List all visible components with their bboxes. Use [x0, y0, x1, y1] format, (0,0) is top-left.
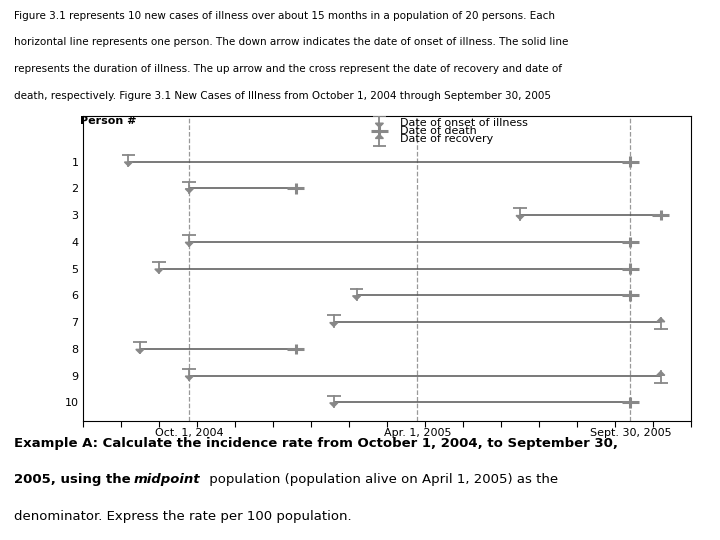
Polygon shape — [657, 318, 665, 322]
Text: represents the duration of illness. The up arrow and the cross represent the dat: represents the duration of illness. The … — [14, 64, 562, 74]
Text: population (population alive on April 1, 2005) as the: population (population alive on April 1,… — [205, 473, 558, 486]
Polygon shape — [125, 162, 132, 166]
Text: Oct. 1, 2004: Oct. 1, 2004 — [155, 428, 224, 438]
Text: midpoint: midpoint — [133, 473, 200, 486]
Polygon shape — [516, 215, 524, 220]
Text: Apr. 1, 2005: Apr. 1, 2005 — [384, 428, 451, 438]
Text: Date of recovery: Date of recovery — [400, 134, 493, 144]
Text: 2005, using the: 2005, using the — [14, 473, 135, 486]
Text: denominator. Express the rate per 100 population.: denominator. Express the rate per 100 po… — [14, 510, 352, 523]
Text: Sept. 30, 2005: Sept. 30, 2005 — [590, 428, 671, 438]
Polygon shape — [136, 349, 144, 353]
Polygon shape — [657, 372, 665, 375]
Text: Example A: Calculate the incidence rate from October 1, 2004, to September 30,: Example A: Calculate the incidence rate … — [14, 437, 618, 450]
Text: Person #: Person # — [80, 116, 136, 126]
Polygon shape — [375, 123, 383, 127]
Polygon shape — [330, 322, 338, 327]
Polygon shape — [375, 134, 383, 138]
Text: Date of death: Date of death — [400, 126, 477, 136]
Polygon shape — [185, 242, 193, 246]
Polygon shape — [353, 296, 361, 300]
Text: Date of onset of illness: Date of onset of illness — [400, 118, 528, 128]
Text: horizontal line represents one person. The down arrow indicates the date of onse: horizontal line represents one person. T… — [14, 37, 569, 47]
Polygon shape — [185, 189, 193, 193]
Text: Figure 3.1 represents 10 new cases of illness over about 15 months in a populati: Figure 3.1 represents 10 new cases of il… — [14, 10, 555, 21]
Polygon shape — [185, 376, 193, 380]
Polygon shape — [330, 403, 338, 407]
Polygon shape — [155, 269, 163, 273]
Text: death, respectively. Figure 3.1 New Cases of Illness from October 1, 2004 throug: death, respectively. Figure 3.1 New Case… — [14, 91, 552, 100]
